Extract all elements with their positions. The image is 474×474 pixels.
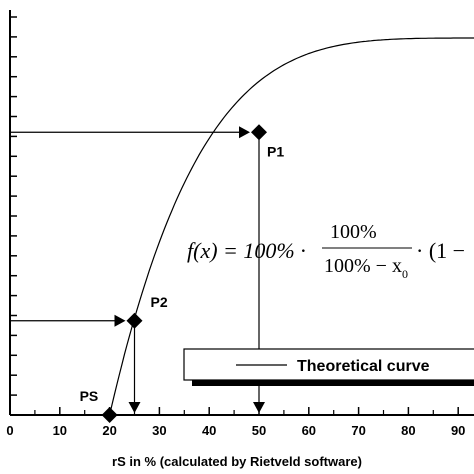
arrow-head <box>253 402 265 413</box>
formula-lhs: f(x) = 100% · <box>187 238 306 263</box>
x-axis-label: rS in % (calculated by Rietveld software… <box>112 454 362 469</box>
legend-box <box>183 348 474 381</box>
legend: Theoretical curve <box>183 348 474 386</box>
formula-subscript: 0 <box>402 267 408 281</box>
axes <box>9 10 474 416</box>
point-marker-p1 <box>251 124 267 141</box>
data-points: PS P2 P1 <box>80 124 284 423</box>
x-tick-label: 10 <box>53 423 67 438</box>
x-tick-label: 40 <box>202 423 216 438</box>
x-tick-label: 0 <box>6 423 13 438</box>
x-tick-label: 50 <box>252 423 266 438</box>
arrow-head <box>239 126 250 139</box>
point-marker-ps <box>101 407 118 423</box>
formula-numerator: 100% <box>330 221 377 243</box>
ticks: 0 10 20 30 40 50 60 70 80 90 <box>6 16 465 438</box>
arrow-head <box>128 402 141 413</box>
legend-label: Theoretical curve <box>297 358 430 375</box>
x-tick-label: 60 <box>302 423 316 438</box>
point-label-p1: P1 <box>267 143 284 159</box>
point-label-p2: P2 <box>151 294 168 310</box>
x-tick-label: 30 <box>152 423 166 438</box>
formula-denominator: 100% − x <box>324 255 402 277</box>
point-marker-p2 <box>126 312 143 329</box>
x-tick-label: 20 <box>102 423 116 438</box>
x-tick-label: 70 <box>351 423 365 438</box>
x-tick-label: 80 <box>401 423 415 438</box>
theoretical-curve-line <box>109 37 474 416</box>
arrow-head <box>114 314 126 327</box>
formula-tail: · (1 − <box>416 238 465 263</box>
x-tick-label: 90 <box>451 423 465 438</box>
formula: f(x) = 100% · 100% 100% − x 0 · (1 − <box>187 221 465 281</box>
point-label-ps: PS <box>80 388 99 404</box>
